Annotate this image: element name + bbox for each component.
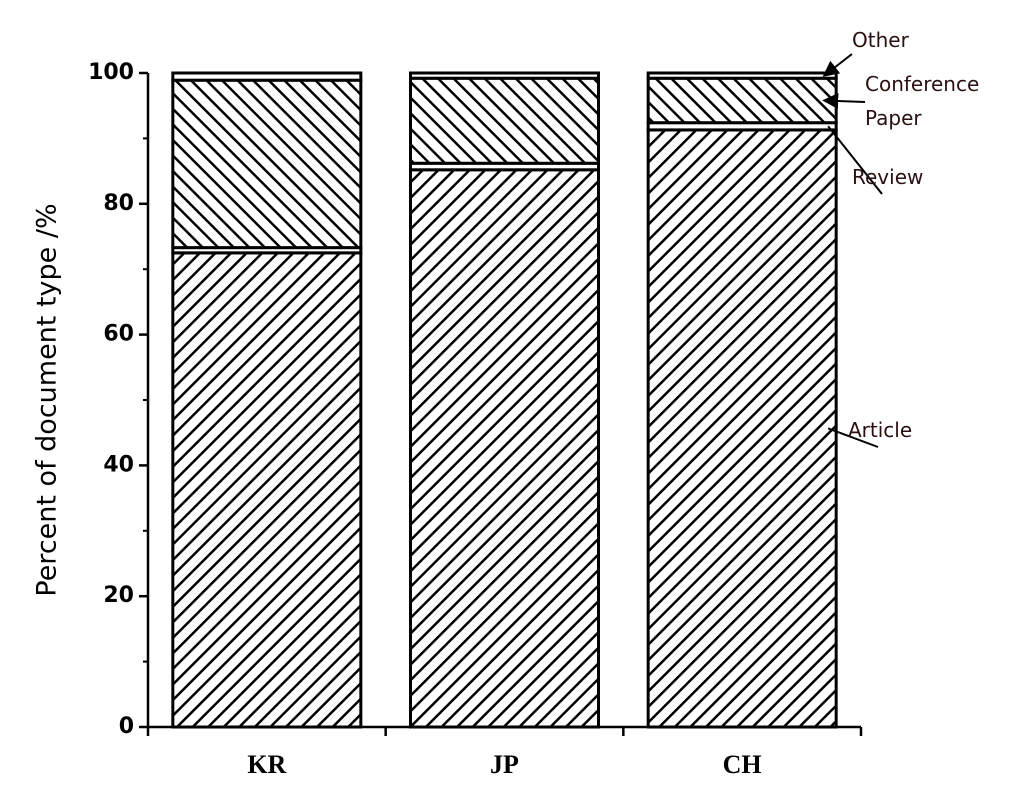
legend-label: Conference Paper (865, 72, 980, 130)
y-tick-label: 0 (119, 714, 134, 739)
bar-segment (646, 76, 838, 125)
y-axis-title: Percent of document type /% (32, 203, 63, 596)
x-tick-label: JP (490, 750, 519, 779)
legend-arrow (822, 92, 866, 109)
y-tick-label: 20 (103, 583, 134, 608)
legend-arrow (822, 53, 853, 77)
bar-segment (409, 76, 600, 165)
legend-label: Other (852, 28, 909, 52)
bar-segment (409, 71, 600, 80)
y-tick-label: 60 (103, 322, 134, 347)
bar-segment (171, 71, 363, 82)
legend-label: Review (852, 165, 924, 189)
y-tick-label: 100 (88, 60, 134, 85)
y-tick-label: 80 (103, 191, 134, 216)
x-tick-label: CH (723, 750, 762, 779)
x-tick-label: KR (247, 750, 286, 779)
bar-segment (171, 251, 363, 729)
legend-pointer (827, 427, 879, 448)
legend-pointer (827, 125, 883, 195)
y-tick-label: 40 (103, 452, 134, 477)
bar-segment (646, 71, 838, 80)
bar-segment (646, 128, 838, 729)
bar-segment (409, 168, 600, 729)
legend-label: Article (848, 418, 913, 442)
bar-segment (171, 78, 363, 250)
